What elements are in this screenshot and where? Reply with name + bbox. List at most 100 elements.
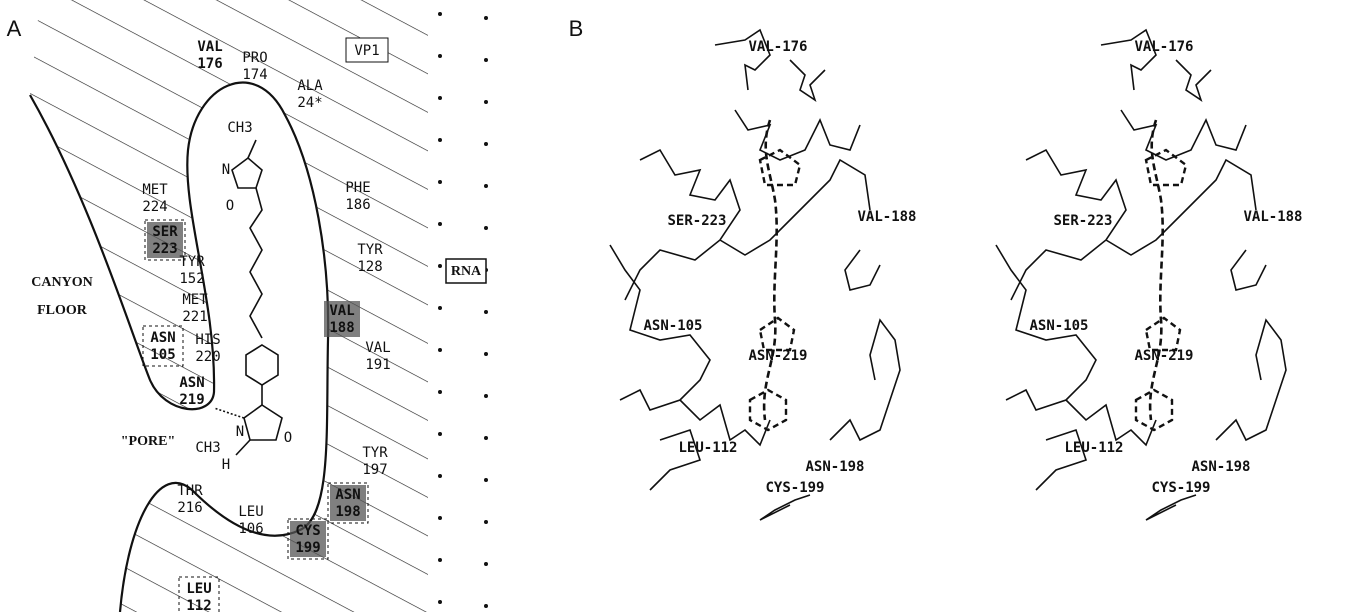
residue-label: ASN-219 bbox=[748, 348, 807, 364]
residue-label: LEU-112 bbox=[1064, 440, 1123, 456]
atom-label: H bbox=[222, 457, 230, 473]
residue-label: VAL-188 bbox=[1243, 209, 1302, 225]
dot bbox=[484, 226, 488, 230]
residue-number: 221 bbox=[182, 309, 207, 325]
residue-number: 106 bbox=[238, 521, 263, 537]
residues-b: VAL-176 SER-223 VAL-188 ASN-105 ASN-219 LEU-1… bbox=[643, 39, 1302, 496]
dot bbox=[438, 54, 442, 58]
residue-label: ASN-198 bbox=[1191, 459, 1250, 475]
residue-name: LEU bbox=[238, 504, 263, 520]
residue-number: 128 bbox=[357, 259, 382, 275]
residue-label: CYS-199 bbox=[1151, 480, 1210, 496]
residue-number: 112 bbox=[186, 598, 211, 612]
residue-label: ASN-105 bbox=[643, 318, 702, 334]
stereo-view bbox=[996, 30, 1286, 520]
dot bbox=[484, 604, 488, 608]
residue-number: 216 bbox=[177, 500, 202, 516]
atom-label: O bbox=[226, 198, 234, 214]
dot bbox=[438, 306, 442, 310]
residue-number: 191 bbox=[365, 357, 390, 373]
dot bbox=[484, 16, 488, 20]
atom-label: CH3 bbox=[195, 440, 220, 456]
residue-name: VAL bbox=[329, 303, 354, 319]
residue-number: 186 bbox=[345, 197, 370, 213]
rna-label: RNA bbox=[451, 264, 482, 279]
residue-name: VAL bbox=[365, 340, 390, 356]
dot bbox=[438, 96, 442, 100]
residue-number: 197 bbox=[362, 462, 387, 478]
residue-name: TYR bbox=[357, 242, 383, 258]
residue-number: 174 bbox=[242, 67, 267, 83]
residue-name: ASN bbox=[179, 375, 204, 391]
residue-name: MET bbox=[142, 182, 168, 198]
figure: A VP1 RNA CANYON FLOOR "PORE" VAL176PRO1… bbox=[0, 0, 1345, 612]
residue-number: 224 bbox=[142, 199, 167, 215]
rna-dots bbox=[438, 12, 488, 608]
residue-name: LEU bbox=[186, 581, 211, 597]
residue-number: 220 bbox=[195, 349, 220, 365]
dot bbox=[484, 142, 488, 146]
dot bbox=[438, 558, 442, 562]
canyon-label: FLOOR bbox=[37, 303, 88, 318]
dot bbox=[438, 600, 442, 604]
residue-number: 24* bbox=[297, 95, 322, 111]
dot bbox=[484, 310, 488, 314]
residue-name: TYR bbox=[179, 254, 205, 270]
residue-label: VAL-176 bbox=[748, 39, 807, 55]
residue-name: PHE bbox=[345, 180, 370, 196]
dot bbox=[438, 180, 442, 184]
residue-label: ASN-105 bbox=[1029, 318, 1088, 334]
residue-number: 219 bbox=[179, 392, 204, 408]
residue-name: HIS bbox=[195, 332, 220, 348]
residue-name: MET bbox=[182, 292, 208, 308]
residue-name: SER bbox=[152, 224, 178, 240]
atom-label: N bbox=[236, 424, 244, 440]
dot bbox=[484, 478, 488, 482]
dot bbox=[484, 436, 488, 440]
dot bbox=[438, 348, 442, 352]
residue-label: ASN-219 bbox=[1134, 348, 1193, 364]
atom-label: N bbox=[222, 162, 230, 178]
dot bbox=[484, 100, 488, 104]
atom-label: CH3 bbox=[227, 120, 252, 136]
residue-name: ASN bbox=[150, 330, 175, 346]
stereo-view bbox=[610, 30, 900, 520]
residue-number: 198 bbox=[335, 504, 360, 520]
dot bbox=[484, 394, 488, 398]
dot bbox=[484, 352, 488, 356]
dot bbox=[484, 562, 488, 566]
residue-name: PRO bbox=[242, 50, 267, 66]
vp1-label: VP1 bbox=[354, 43, 379, 59]
atom-label: O bbox=[284, 430, 292, 446]
dot bbox=[438, 390, 442, 394]
panel-label: A bbox=[7, 16, 22, 41]
residue-name: CYS bbox=[295, 523, 320, 539]
residue-number: 223 bbox=[152, 241, 177, 257]
residue-name: THR bbox=[177, 483, 203, 499]
dot bbox=[438, 516, 442, 520]
residue-label: VAL-188 bbox=[857, 209, 916, 225]
residue-number: 105 bbox=[150, 347, 175, 363]
residue-name: ALA bbox=[297, 78, 323, 94]
residue-label: SER-223 bbox=[1053, 213, 1112, 229]
dot bbox=[438, 138, 442, 142]
canyon-label: CANYON bbox=[31, 275, 92, 290]
dot bbox=[438, 12, 442, 16]
residue-name: VAL bbox=[197, 39, 222, 55]
residue-number: 176 bbox=[197, 56, 222, 72]
dot bbox=[484, 58, 488, 62]
residue-name: TYR bbox=[362, 445, 388, 461]
dot bbox=[438, 264, 442, 268]
residue-name: ASN bbox=[335, 487, 360, 503]
residue-label: SER-223 bbox=[667, 213, 726, 229]
residue-label: VAL-176 bbox=[1134, 39, 1193, 55]
pore-label: "PORE" bbox=[121, 434, 175, 449]
residue-number: 152 bbox=[179, 271, 204, 287]
residue-label: CYS-199 bbox=[765, 480, 824, 496]
dot bbox=[438, 432, 442, 436]
dot bbox=[438, 222, 442, 226]
residue-number: 188 bbox=[329, 320, 354, 336]
dot bbox=[484, 520, 488, 524]
